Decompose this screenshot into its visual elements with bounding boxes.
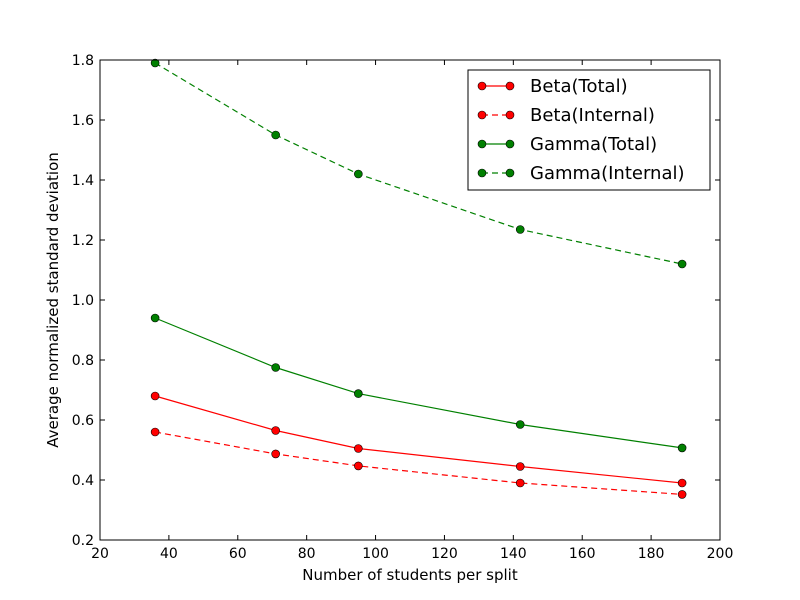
data-point-gamma-total <box>677 443 687 453</box>
x-tick-label: 80 <box>298 546 316 562</box>
x-tick-label: 60 <box>229 546 247 562</box>
data-point-beta-internal <box>271 449 280 459</box>
data-point-beta-total <box>150 391 160 401</box>
data-point-gamma-total <box>515 420 525 429</box>
y-axis-label: Average normalized standard deviation <box>44 152 62 448</box>
legend-marker-gamma-total <box>505 139 515 149</box>
x-tick-label: 40 <box>160 546 178 562</box>
data-point-gamma-total <box>271 363 280 372</box>
data-point-beta-internal <box>354 461 363 471</box>
plot-marks <box>150 58 687 499</box>
legend-marker-gamma-total <box>477 139 487 149</box>
data-point-beta-total <box>354 444 363 453</box>
y-tick-label: 1.4 <box>72 173 94 189</box>
legend-label-gamma-total: Gamma(Total) <box>530 134 657 155</box>
legend-marker-beta-total <box>505 81 515 91</box>
data-point-beta-total <box>271 426 280 435</box>
data-point-gamma-total <box>150 313 160 323</box>
data-point-beta-internal <box>150 427 160 437</box>
data-point-beta-internal <box>515 478 525 488</box>
y-tick-label: 1.6 <box>72 113 94 129</box>
y-tick-label: 1.2 <box>72 233 94 249</box>
y-tick-label: 1.0 <box>72 293 94 309</box>
legend-marker-gamma-internal <box>505 168 515 178</box>
y-tick-label: 0.4 <box>72 473 94 489</box>
data-point-gamma-internal <box>271 130 280 140</box>
y-tick-label: 1.8 <box>72 53 94 69</box>
y-tick-label: 0.6 <box>72 413 94 429</box>
data-point-gamma-internal <box>354 169 363 179</box>
x-tick-label: 20 <box>91 546 109 562</box>
legend-label-beta-total: Beta(Total) <box>530 76 628 97</box>
y-tick-label: 0.8 <box>72 353 94 369</box>
legend-marker-beta-internal <box>505 110 515 120</box>
legend-box <box>467 69 711 191</box>
legend-marker-beta-internal <box>477 110 487 120</box>
x-axis-label: Number of students per split <box>302 566 518 584</box>
x-tick-label: 160 <box>569 546 596 562</box>
data-point-beta-total <box>677 478 687 488</box>
series-line-beta-internal <box>155 431 683 495</box>
data-point-beta-total <box>515 462 525 471</box>
x-tick-label: 120 <box>431 546 458 562</box>
data-point-gamma-internal <box>150 58 160 68</box>
plot-frame <box>99 59 721 541</box>
x-tick-label: 140 <box>500 546 527 562</box>
ticks: 20 40 60 80 100 120 140 160 180 200 0.2 0.4 0.6 0.8 1.… <box>72 53 734 562</box>
data-point-beta-internal <box>677 490 687 499</box>
x-tick-label: 180 <box>638 546 665 562</box>
legend-marker-beta-total <box>477 81 487 91</box>
data-point-gamma-internal <box>515 225 525 234</box>
y-tick-label: 0.2 <box>72 533 94 549</box>
legend: Beta(Total) Beta(Internal) Gamma(Total) Gam… <box>467 69 711 191</box>
x-tick-label: 200 <box>707 546 734 562</box>
x-tick-label: 100 <box>362 546 389 562</box>
legend-label-beta-internal: Beta(Internal) <box>530 105 655 126</box>
legend-marker-gamma-internal <box>477 168 487 178</box>
legend-label-gamma-internal: Gamma(Internal) <box>530 163 685 184</box>
data-point-gamma-internal <box>677 259 687 269</box>
data-point-gamma-total <box>354 389 363 398</box>
